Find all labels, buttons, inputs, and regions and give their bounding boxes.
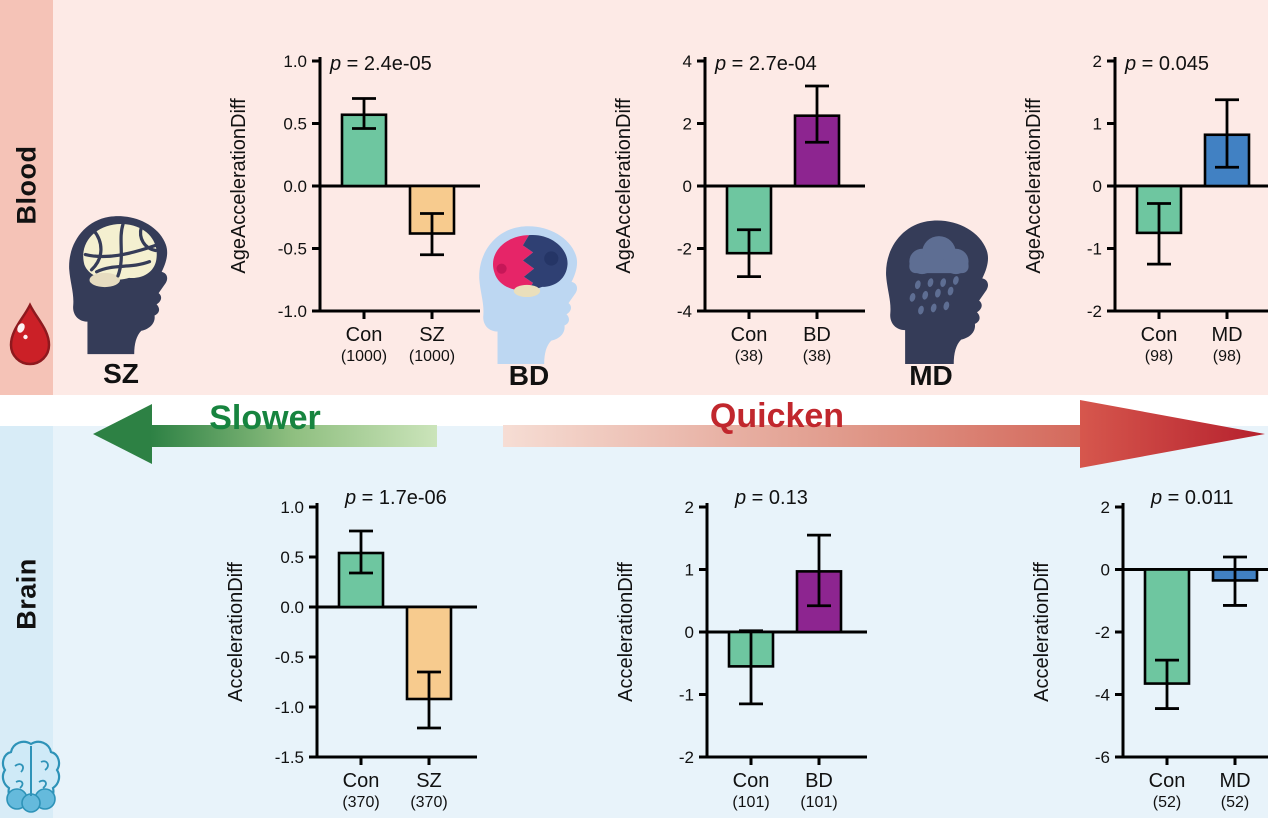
brain-label: Brain <box>11 558 42 630</box>
chart-blood-bd: AgeAccelerationDiff 4 2 0 -2 -4 Con (38) BD (38) p… <box>600 36 890 381</box>
svg-text:Con: Con <box>731 324 768 346</box>
svg-text:(1000): (1000) <box>409 348 455 365</box>
brain-section-background <box>0 426 1268 818</box>
blood-label: Blood <box>11 145 42 225</box>
svg-text:AccelerationDiff: AccelerationDiff <box>615 562 637 702</box>
svg-text:p = 1.7e-06: p = 1.7e-06 <box>344 487 447 509</box>
svg-text:-4: -4 <box>677 302 692 321</box>
svg-text:MD: MD <box>1219 770 1250 792</box>
brain-icon <box>1 740 61 813</box>
svg-text:(1000): (1000) <box>341 348 387 365</box>
svg-text:(38): (38) <box>735 348 763 365</box>
svg-text:MD: MD <box>1211 324 1242 346</box>
svg-text:1: 1 <box>685 561 694 580</box>
md-label: MD <box>909 360 953 391</box>
svg-text:Con: Con <box>1149 770 1186 792</box>
divider-band <box>0 395 1268 426</box>
svg-text:-6: -6 <box>1095 748 1110 767</box>
blood-drop-icon <box>9 302 51 366</box>
svg-text:-0.5: -0.5 <box>278 240 307 259</box>
svg-text:-2: -2 <box>1095 623 1110 642</box>
svg-text:-2: -2 <box>677 240 692 259</box>
svg-text:(52): (52) <box>1221 794 1249 811</box>
slower-arrow-icon <box>93 404 437 464</box>
svg-text:Con: Con <box>1141 324 1178 346</box>
svg-text:1: 1 <box>1093 115 1102 134</box>
quicken-text: Quicken <box>709 397 845 435</box>
slower-text: Slower <box>209 399 321 437</box>
svg-text:BD: BD <box>803 324 831 346</box>
svg-text:-4: -4 <box>1095 686 1110 705</box>
svg-text:2: 2 <box>683 115 692 134</box>
svg-text:0: 0 <box>1093 177 1102 196</box>
svg-text:(370): (370) <box>342 794 379 811</box>
svg-text:Con: Con <box>733 770 770 792</box>
svg-text:0: 0 <box>683 177 692 196</box>
svg-text:Con: Con <box>343 770 380 792</box>
svg-text:2: 2 <box>1101 498 1110 517</box>
sz-label: SZ <box>103 358 139 389</box>
svg-text:AccelerationDiff: AccelerationDiff <box>225 562 247 702</box>
svg-text:0.0: 0.0 <box>283 177 307 196</box>
chart-brain-sz: AccelerationDiff 1.0 0.5 0.0 -0.5 -1.0 -1.5 Con… <box>212 482 502 818</box>
svg-text:AccelerationDiff: AccelerationDiff <box>1031 562 1053 702</box>
svg-text:p = 0.13: p = 0.13 <box>734 487 808 509</box>
chart-brain-bd: AccelerationDiff 2 1 0 -1 -2 Con (101) BD (101) p … <box>602 482 892 818</box>
svg-text:-1.5: -1.5 <box>275 748 304 767</box>
svg-text:AgeAccelerationDiff: AgeAccelerationDiff <box>613 98 635 274</box>
svg-text:p = 2.7e-04: p = 2.7e-04 <box>714 53 817 75</box>
svg-text:p = 0.045: p = 0.045 <box>1124 53 1209 75</box>
svg-text:1.0: 1.0 <box>280 498 304 517</box>
svg-text:AgeAccelerationDiff: AgeAccelerationDiff <box>1023 98 1045 274</box>
md-head-with-rain-cloud-icon <box>886 220 989 364</box>
svg-text:SZ: SZ <box>416 770 442 792</box>
svg-text:0: 0 <box>1101 561 1110 580</box>
chart-brain-md: AccelerationDiff 2 0 -2 -4 -6 Con (52) MD (52) p =… <box>1018 482 1268 818</box>
svg-text:BD: BD <box>805 770 833 792</box>
svg-text:Con: Con <box>346 324 383 346</box>
bd-label: BD <box>508 360 550 391</box>
svg-text:0.0: 0.0 <box>280 598 304 617</box>
svg-text:(370): (370) <box>410 794 447 811</box>
svg-text:(98): (98) <box>1213 348 1241 365</box>
svg-text:(101): (101) <box>732 794 769 811</box>
svg-text:-2: -2 <box>679 748 694 767</box>
svg-text:p = 2.4e-05: p = 2.4e-05 <box>329 53 432 75</box>
svg-text:-1: -1 <box>1087 240 1102 259</box>
svg-text:AgeAccelerationDiff: AgeAccelerationDiff <box>228 98 250 274</box>
svg-text:-1: -1 <box>679 686 694 705</box>
blood-section-background <box>0 0 1268 395</box>
svg-text:SZ: SZ <box>419 324 445 346</box>
sz-head-with-brain-icon <box>69 216 168 355</box>
svg-text:(52): (52) <box>1153 794 1181 811</box>
svg-text:(98): (98) <box>1145 348 1173 365</box>
chart-blood-sz: AgeAccelerationDiff 1.0 0.5 0.0 -0.5 -1.0 Con (… <box>215 36 505 381</box>
quicken-arrow-icon <box>503 400 1265 468</box>
svg-text:0.5: 0.5 <box>280 548 304 567</box>
svg-text:1.0: 1.0 <box>283 52 307 71</box>
svg-text:4: 4 <box>683 52 692 71</box>
svg-text:-2: -2 <box>1087 302 1102 321</box>
svg-text:-1.0: -1.0 <box>278 302 307 321</box>
svg-text:0: 0 <box>685 623 694 642</box>
svg-text:2: 2 <box>685 498 694 517</box>
svg-text:(101): (101) <box>800 794 837 811</box>
bd-head-with-split-brain-icon <box>479 226 578 364</box>
svg-text:-1.0: -1.0 <box>275 698 304 717</box>
svg-text:0.5: 0.5 <box>283 115 307 134</box>
svg-text:p = 0.011: p = 0.011 <box>1150 487 1233 509</box>
chart-blood-md: AgeAccelerationDiff 2 1 0 -1 -2 Con (98) MD (98) p… <box>1010 36 1268 381</box>
svg-text:(38): (38) <box>803 348 831 365</box>
svg-text:-0.5: -0.5 <box>275 648 304 667</box>
svg-text:2: 2 <box>1093 52 1102 71</box>
